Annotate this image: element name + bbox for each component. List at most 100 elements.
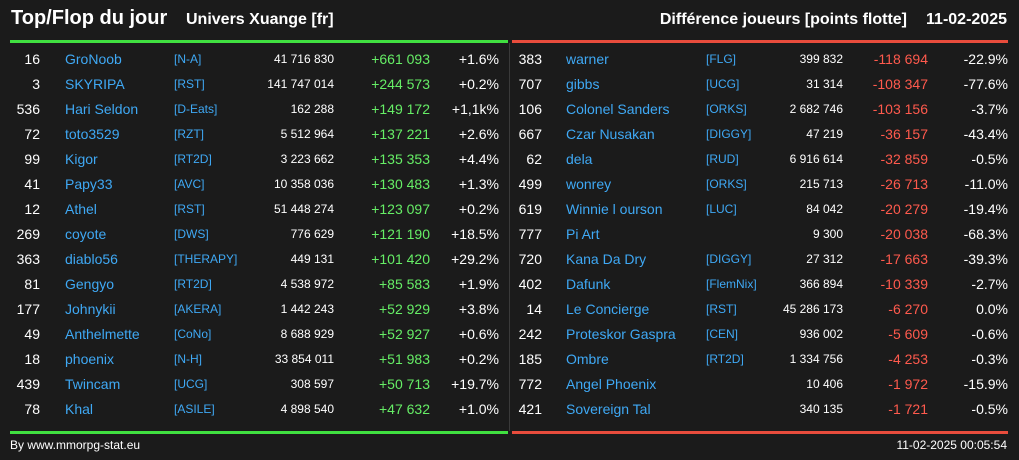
alliance-tag-link[interactable]: [CoNo]	[174, 327, 212, 341]
player-points: 366 894	[799, 277, 843, 291]
player-points: 3 223 662	[280, 152, 334, 166]
table-row: 41 Papy33 [AVC] 10 358 036 +130 483 +1.3%	[8, 172, 508, 197]
alliance-tag-link[interactable]: [RST]	[174, 202, 205, 216]
percent-change: +1.9%	[458, 276, 499, 292]
player-rank: 3	[32, 76, 40, 92]
player-points: 4 538 972	[280, 277, 334, 291]
percent-change: +19.7%	[451, 376, 499, 392]
player-name-link[interactable]: Pi Art	[566, 226, 600, 242]
player-rank: 421	[518, 401, 542, 417]
player-name-link[interactable]: Le Concierge	[566, 301, 650, 317]
player-name-link[interactable]: Dafunk	[566, 276, 611, 292]
alliance-tag-link[interactable]: [N-A]	[174, 52, 202, 66]
player-name-link[interactable]: Twincam	[65, 376, 121, 392]
player-name-link[interactable]: Hari Seldon	[65, 101, 139, 117]
player-name-link[interactable]: Kigor	[65, 151, 98, 167]
points-difference: +135 353	[371, 151, 430, 167]
alliance-tag-link[interactable]: [ORKS]	[706, 177, 747, 191]
player-name-link[interactable]: Papy33	[65, 176, 113, 192]
player-name-link[interactable]: Winnie l ourson	[566, 201, 663, 217]
points-difference: -32 859	[880, 151, 928, 167]
alliance-tag-link[interactable]: [ASILE]	[174, 402, 215, 416]
alliance-tag-link[interactable]: [DIGGY]	[706, 252, 752, 266]
alliance-tag-link[interactable]: [N-H]	[174, 352, 202, 366]
player-name-link[interactable]: GroNoob	[65, 51, 122, 67]
player-name-link[interactable]: Athel	[65, 201, 97, 217]
player-name-link[interactable]: warner	[566, 51, 609, 67]
alliance-tag-link[interactable]: [RST]	[174, 77, 205, 91]
alliance-tag-link[interactable]: [CEN]	[706, 327, 739, 341]
player-points: 9 300	[812, 227, 843, 241]
player-name-link[interactable]: gibbs	[566, 76, 600, 92]
alliance-tag-link[interactable]: [ORKS]	[706, 102, 747, 116]
player-name-link[interactable]: Proteskor Gaspra	[566, 326, 676, 342]
player-points: 27 312	[806, 252, 843, 266]
alliance-tag-link[interactable]: [UCG]	[706, 77, 740, 91]
alliance-tag-link[interactable]: [LUC]	[706, 202, 737, 216]
alliance-tag-link[interactable]: [FLG]	[706, 52, 737, 66]
player-rank: 18	[24, 351, 40, 367]
percent-change: -3.7%	[971, 101, 1008, 117]
alliance-tag-link[interactable]: [UCG]	[174, 377, 208, 391]
percent-change: -0.5%	[971, 151, 1008, 167]
alliance-tag-link[interactable]: [RST]	[706, 302, 737, 316]
percent-change: -0.3%	[971, 351, 1008, 367]
player-name-link[interactable]: phoenix	[65, 351, 115, 367]
player-name-link[interactable]: Czar Nusakan	[566, 126, 655, 142]
alliance-tag-link[interactable]: [DIGGY]	[706, 127, 752, 141]
player-name-link[interactable]: Angel Phoenix	[566, 376, 657, 392]
alliance-tag-link[interactable]: [RT2D]	[174, 277, 212, 291]
alliance-tag-link[interactable]: [D-Eats]	[174, 102, 218, 116]
percent-change: -19.4%	[963, 201, 1008, 217]
top-gainers-list: 16 GroNoob [N-A] 41 716 830 +661 093 +1.6% 3 SK…	[8, 47, 508, 422]
player-name-link[interactable]: SKYRIPA	[65, 76, 125, 92]
player-name-link[interactable]: diablo56	[65, 251, 118, 267]
player-rank: 707	[518, 76, 542, 92]
points-difference: -20 279	[880, 201, 928, 217]
alliance-tag-link[interactable]: [RUD]	[706, 152, 739, 166]
player-points: 10 406	[806, 377, 843, 391]
table-row: 18 phoenix [N-H] 33 854 011 +51 983 +0.2%	[8, 347, 508, 372]
points-difference: -118 694	[873, 51, 928, 67]
percent-change: +1.6%	[458, 51, 499, 67]
points-difference: -1 972	[888, 376, 928, 392]
player-name-link[interactable]: Kana Da Dry	[566, 251, 647, 267]
alliance-tag-link[interactable]: [RZT]	[174, 127, 204, 141]
player-points: 84 042	[806, 202, 843, 216]
alliance-tag-link[interactable]: [AKERA]	[174, 302, 222, 316]
alliance-tag-link[interactable]: [RT2D]	[174, 152, 212, 166]
points-difference: -17 663	[880, 251, 928, 267]
percent-change: +1.3%	[458, 176, 499, 192]
player-name-link[interactable]: coyote	[65, 226, 107, 242]
percent-change: -68.3%	[963, 226, 1008, 242]
player-rank: 619	[518, 201, 542, 217]
player-name-link[interactable]: Ombre	[566, 351, 609, 367]
player-name-link[interactable]: wonrey	[566, 176, 612, 192]
player-points: 8 688 929	[280, 327, 334, 341]
points-difference: +130 483	[371, 176, 430, 192]
alliance-tag-link[interactable]: [FlemNix]	[706, 277, 757, 291]
alliance-tag-link[interactable]: [THERAPY]	[174, 252, 238, 266]
player-rank: 383	[518, 51, 542, 67]
player-name-link[interactable]: Colonel Sanders	[566, 101, 670, 117]
alliance-tag-link[interactable]: [AVC]	[174, 177, 205, 191]
alliance-tag-link[interactable]: [DWS]	[174, 227, 209, 241]
player-name-link[interactable]: toto3529	[65, 126, 120, 142]
header-date: 11-02-2025	[926, 11, 1007, 28]
player-name-link[interactable]: Gengyo	[65, 276, 115, 292]
table-row: 772 Angel Phoenix 10 406 -1 972 -15.9%	[512, 372, 1012, 397]
percent-change: +0.6%	[458, 326, 499, 342]
player-rank: 72	[24, 126, 40, 142]
player-rank: 99	[24, 151, 40, 167]
player-points: 215 713	[799, 177, 843, 191]
player-name-link[interactable]: Anthelmette	[65, 326, 140, 342]
site-credit: By www.mmorpg-stat.eu	[10, 438, 141, 452]
player-name-link[interactable]: Johnykii	[65, 301, 116, 317]
player-name-link[interactable]: Sovereign Tal	[566, 401, 651, 417]
player-rank: 667	[518, 126, 542, 142]
player-rank: 499	[518, 176, 542, 192]
player-name-link[interactable]: Khal	[65, 401, 94, 417]
alliance-tag-link[interactable]: [RT2D]	[706, 352, 744, 366]
table-row: 78 Khal [ASILE] 4 898 540 +47 632 +1.0%	[8, 397, 508, 422]
player-name-link[interactable]: dela	[566, 151, 593, 167]
